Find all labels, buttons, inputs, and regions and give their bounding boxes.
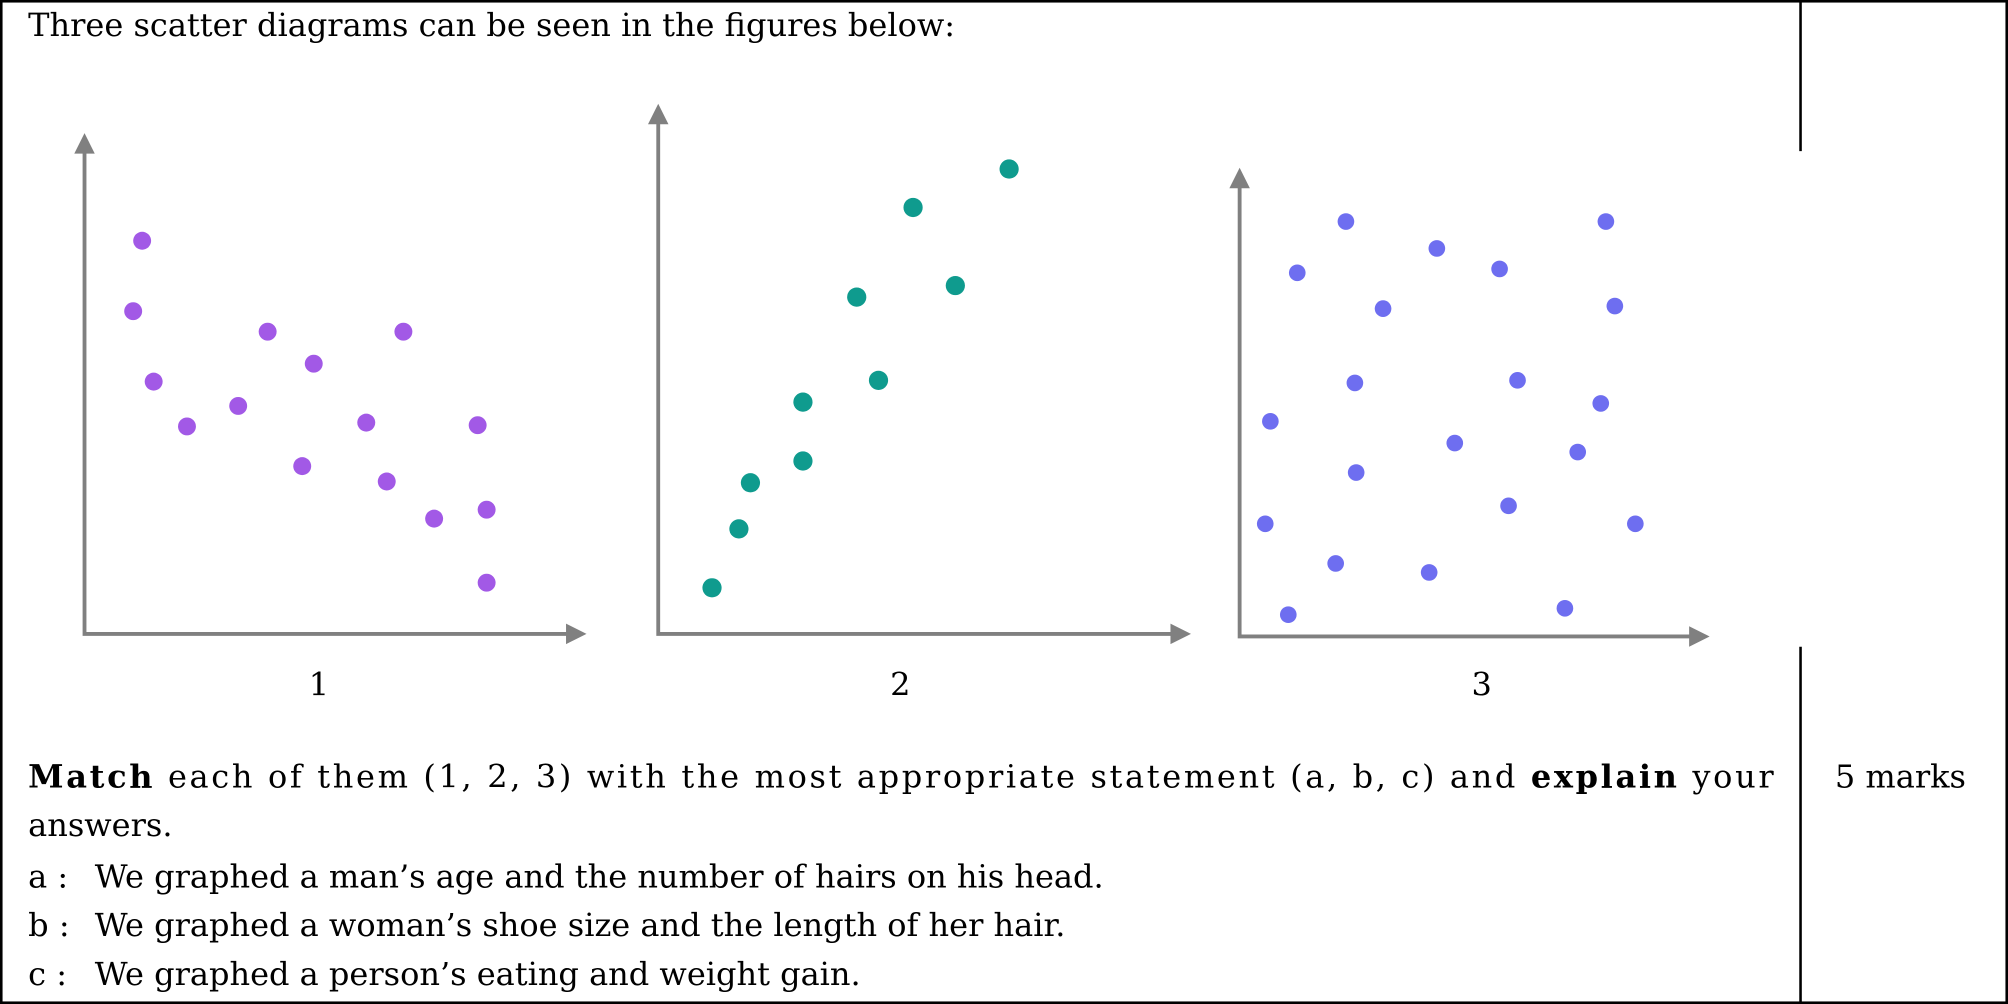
dot	[740, 473, 761, 493]
dot	[847, 287, 867, 307]
dot	[999, 159, 1019, 179]
statement-label: b :	[28, 906, 69, 944]
axes	[656, 117, 1179, 636]
intro: Three scatter diagrams can be seen in th…	[28, 6, 955, 44]
dot	[1500, 497, 1517, 515]
dots	[124, 231, 496, 592]
question: answers.	[28, 806, 172, 844]
statement: We graphed a person’s eating and weight …	[95, 955, 861, 993]
dot	[868, 370, 889, 390]
axes	[82, 147, 574, 636]
arrow	[1170, 623, 1191, 645]
dots	[702, 159, 1019, 598]
statement-label: a :	[28, 857, 68, 895]
question-segment: Match	[28, 758, 152, 796]
dot	[1627, 515, 1644, 533]
figure: 3	[1229, 167, 1710, 703]
figure: 2	[647, 103, 1191, 703]
dots	[1256, 213, 1644, 624]
question-segment: explain	[1531, 758, 1677, 796]
dot	[1509, 372, 1526, 389]
dot	[178, 417, 196, 436]
dot	[702, 578, 722, 598]
dot	[1346, 374, 1364, 392]
dot	[793, 392, 813, 412]
dot	[1347, 464, 1365, 481]
dot	[1374, 300, 1392, 317]
figure: 1	[74, 133, 587, 703]
dot	[144, 372, 163, 391]
dot	[124, 302, 143, 321]
dot	[1288, 264, 1306, 282]
dot	[477, 573, 496, 592]
statement-label: c :	[28, 955, 67, 993]
dot	[1606, 297, 1624, 315]
arrow	[1229, 167, 1250, 189]
dot	[425, 509, 444, 528]
dot	[903, 197, 923, 218]
figure-label: 2	[890, 665, 910, 703]
dot	[468, 416, 487, 435]
dot	[1279, 606, 1297, 624]
dot	[293, 457, 312, 476]
dot	[793, 451, 813, 471]
dot	[477, 500, 496, 519]
question-segment: your	[1680, 758, 1775, 796]
dot	[1491, 260, 1508, 278]
dot	[229, 396, 248, 415]
dot	[377, 472, 396, 491]
dot	[394, 322, 413, 341]
dot	[357, 413, 376, 432]
dot	[304, 354, 323, 373]
question: Match each of them (1, 2, 3) with the mo…	[28, 758, 1774, 796]
dot	[1592, 395, 1610, 412]
question-segment: each of them (1, 2, 3) with the most app…	[155, 758, 1528, 796]
dot	[1420, 564, 1438, 581]
figure-label: 3	[1471, 665, 1491, 703]
statement: We graphed a man’s age and the number of…	[95, 857, 1104, 895]
dot	[945, 275, 965, 296]
arrow	[74, 133, 95, 154]
dot	[1256, 515, 1274, 533]
arrow	[647, 103, 669, 125]
dot	[1597, 213, 1615, 230]
marks: 5 marks	[1835, 758, 1966, 796]
dot	[1428, 240, 1446, 257]
dot	[729, 519, 749, 539]
dot	[1446, 434, 1464, 452]
dot	[1569, 443, 1587, 461]
dot	[1262, 412, 1279, 430]
arrow	[566, 623, 587, 645]
dot	[1337, 213, 1355, 230]
dot	[1327, 555, 1345, 572]
axes	[1237, 181, 1697, 639]
arrow	[1689, 626, 1710, 647]
dot	[133, 231, 152, 250]
dot	[258, 322, 277, 341]
statement: We graphed a woman’s shoe size and the l…	[95, 906, 1066, 944]
dot	[1556, 599, 1574, 617]
figure-label: 1	[309, 665, 329, 703]
